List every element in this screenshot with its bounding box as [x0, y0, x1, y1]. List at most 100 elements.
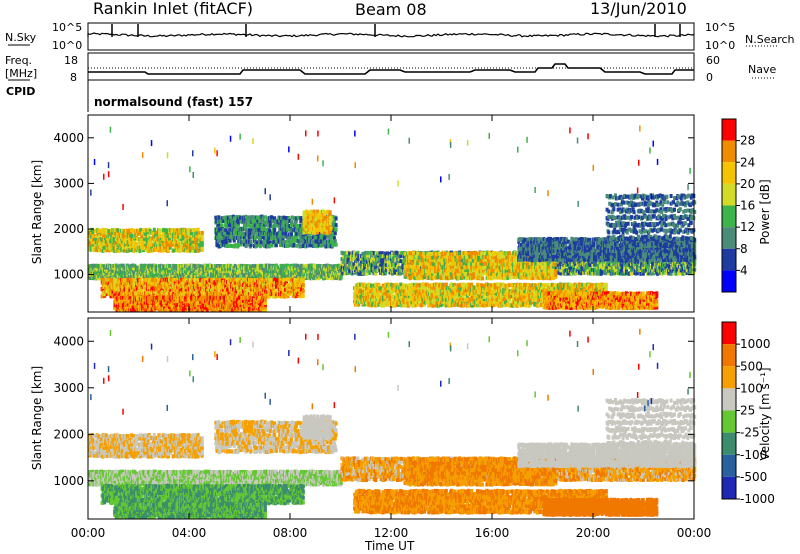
echo-cell	[301, 282, 305, 287]
echo-cell	[214, 264, 218, 269]
echo-cell	[117, 248, 121, 253]
echo-cell	[199, 280, 203, 285]
echo-cell	[98, 245, 102, 250]
echo-cell	[156, 237, 160, 242]
echo-cell	[193, 278, 197, 283]
echo-cell	[161, 289, 165, 294]
echo-cell	[224, 284, 228, 289]
echo-cell	[158, 278, 162, 283]
nsky-trace	[87, 32, 695, 38]
echo-cell	[88, 228, 91, 233]
echo-cell	[130, 245, 134, 250]
echo-cell	[117, 291, 121, 296]
echo-cell	[189, 242, 193, 247]
echo-cell	[91, 263, 95, 268]
echo-cell	[145, 228, 149, 233]
echo-cell	[179, 248, 183, 253]
echo-cell	[265, 277, 269, 282]
echo-cell	[221, 283, 224, 287]
echo-cell	[269, 292, 272, 297]
echo-cell	[213, 280, 217, 285]
echo-cell	[139, 231, 143, 236]
echo-cell	[154, 291, 158, 296]
echo-cell	[219, 284, 223, 289]
echo-cell	[196, 227, 200, 232]
power-heatmap	[88, 125, 697, 313]
echo-cell	[173, 278, 176, 282]
echo-cell	[240, 280, 244, 285]
echo-cell	[215, 291, 219, 296]
echo-cell	[197, 278, 201, 283]
echo-cell	[93, 229, 97, 233]
echo-cell	[124, 280, 128, 285]
nsearch-tick-low: 10^0	[705, 40, 735, 51]
echo-cell	[138, 280, 142, 285]
echo-cell	[196, 248, 200, 253]
echo-cell	[132, 242, 136, 247]
echo-cell	[268, 277, 272, 282]
echo-cell	[253, 289, 257, 294]
echo-cell	[152, 231, 156, 236]
echo-cell	[142, 269, 146, 274]
echo-cell	[99, 228, 103, 233]
echo-cell	[152, 240, 156, 245]
echo-cell	[102, 240, 106, 245]
echo-cell	[90, 237, 94, 242]
echo-cell	[146, 237, 150, 242]
echo-cell	[139, 237, 143, 242]
echo-cell	[199, 264, 203, 269]
echo-cell	[133, 263, 137, 268]
echo-cell	[123, 237, 127, 242]
echo-cell	[200, 248, 204, 252]
echo-cell	[229, 264, 233, 269]
echo-cell	[223, 274, 227, 279]
echo-cell	[262, 282, 266, 287]
echo-cell	[258, 277, 261, 282]
echo-cell	[242, 293, 246, 298]
echo-cell	[265, 282, 269, 287]
echo-cell	[290, 263, 293, 268]
echo-cell	[153, 234, 157, 239]
echo-cell	[103, 245, 107, 250]
echo-cell	[149, 240, 153, 245]
echo-cell	[147, 263, 151, 268]
echo-cell	[263, 289, 267, 294]
echo-cell	[161, 233, 165, 238]
echo-cell	[182, 263, 186, 268]
echo-cell	[282, 292, 286, 297]
echo-cell	[231, 292, 235, 297]
echo-cell	[139, 248, 143, 253]
echo-cell	[175, 234, 179, 239]
echo-cell	[195, 231, 199, 235]
echo-cell	[122, 248, 126, 253]
echo-cell	[136, 287, 139, 292]
echo-cell	[274, 269, 277, 274]
echo-cell	[151, 271, 155, 276]
echo-cell	[114, 248, 118, 253]
echo-cell	[229, 286, 233, 291]
echo-cell	[89, 247, 93, 252]
echo-cell	[180, 227, 184, 232]
echo-cell	[197, 231, 201, 236]
echo-cell	[134, 247, 138, 252]
echo-cell	[125, 291, 128, 296]
echo-cell	[151, 289, 155, 294]
echo-cell	[111, 230, 115, 235]
echo-cell	[136, 274, 140, 279]
echo-cell	[274, 289, 278, 294]
echo-cell	[120, 291, 123, 296]
echo-cell	[135, 242, 139, 247]
echo-cell	[315, 276, 319, 281]
echo-cell	[240, 291, 244, 296]
echo-cell	[131, 269, 135, 274]
echo-cell	[168, 236, 171, 241]
echo-cell	[107, 229, 111, 234]
echo-cell	[202, 292, 206, 297]
nsearch-label: N.Search	[745, 34, 795, 45]
echo-cell	[178, 280, 182, 285]
freq-tick-low: 8	[70, 72, 77, 83]
echo-cell	[222, 264, 226, 269]
echo-cell	[129, 242, 133, 247]
cpid-value: normalsound (fast) 157	[94, 96, 253, 108]
echo-cell	[252, 264, 256, 269]
